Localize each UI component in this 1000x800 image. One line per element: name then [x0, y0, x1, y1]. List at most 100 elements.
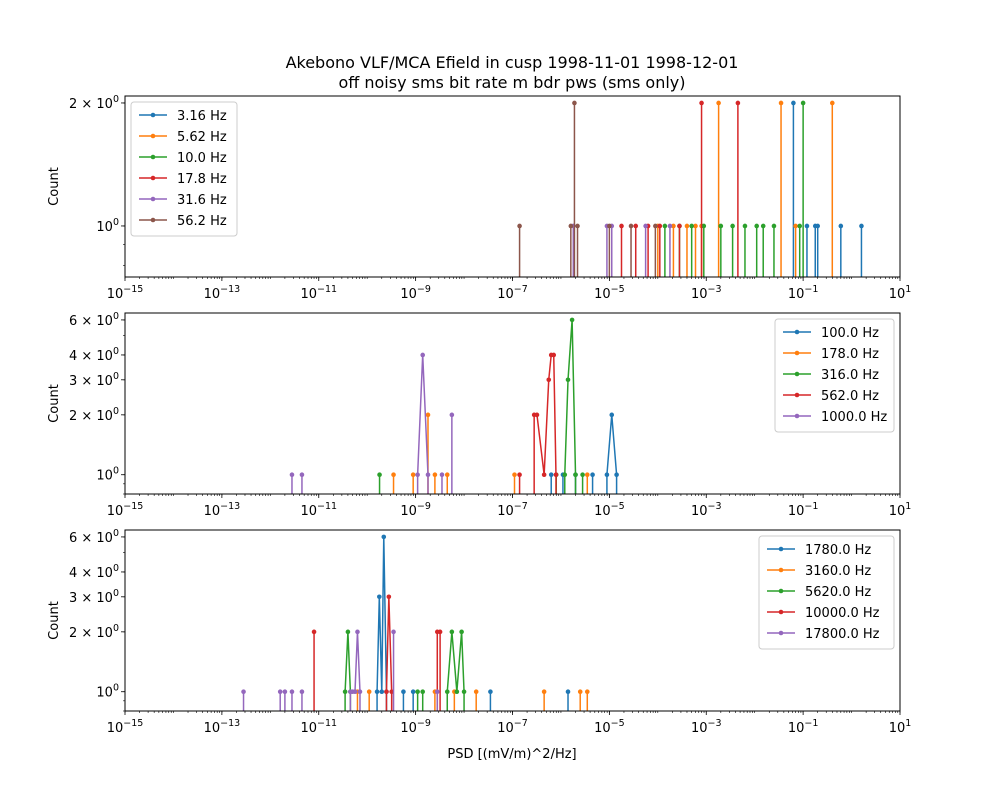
data-point — [289, 472, 295, 478]
y-tick-label: 4 × 100 — [69, 346, 119, 364]
series-1-6 — [517, 100, 658, 277]
data-point — [415, 689, 420, 695]
data-point — [562, 472, 568, 478]
x-tick-label: 10−7 — [497, 284, 528, 302]
legend-marker — [794, 371, 800, 377]
panels: 10−15 10−13 10−11 10−9 10−7 10−5 10−3 10−1 101 10… — [47, 94, 911, 736]
data-point — [425, 412, 431, 418]
x-tick-label: 10−3 — [691, 284, 722, 302]
data-point — [643, 223, 648, 229]
data-point — [461, 689, 467, 695]
data-point — [488, 689, 493, 695]
data-point — [534, 412, 540, 418]
data-point — [420, 352, 426, 358]
legend-label: 100.0 Hz — [821, 326, 879, 341]
data-point — [699, 100, 704, 106]
x-tick-label: 10−11 — [300, 501, 337, 519]
series-1-2 — [655, 100, 835, 277]
legend-marker — [150, 175, 156, 181]
data-point — [771, 223, 777, 229]
legend-marker — [150, 217, 156, 223]
data-point — [420, 689, 426, 695]
data-point — [577, 689, 583, 695]
legend-1: 3.16 Hz 5.62 Hz 10.0 Hz 17.8 Hz 31.6 Hz 56.2 … — [130, 101, 238, 237]
x-tick-label: 10−13 — [204, 501, 241, 519]
data-point — [553, 472, 559, 478]
data-point — [815, 223, 821, 229]
series-3-3 — [342, 629, 467, 711]
x-tick-label: 10−15 — [107, 284, 144, 302]
data-point — [604, 472, 610, 478]
data-point — [572, 100, 577, 106]
y-axis-label: Count — [47, 167, 62, 206]
legend-label: 1000.0 Hz — [821, 410, 887, 425]
data-point — [667, 223, 673, 229]
data-point — [299, 689, 305, 695]
legend-marker — [778, 546, 784, 552]
y-tick-label: 6 × 100 — [69, 311, 119, 329]
x-tick-label: 10−1 — [788, 501, 819, 519]
x-tick-label: 10−3 — [691, 501, 722, 519]
legend-2: 100.0 Hz 178.0 Hz 316.0 Hz 562.0 Hz 1000.0 H… — [774, 318, 895, 433]
data-point — [541, 689, 547, 695]
chart-title-line-2: off noisy sms bit rate m bdr pws (sms on… — [338, 73, 685, 92]
x-tick-label: 101 — [889, 718, 912, 736]
data-point — [299, 472, 305, 478]
x-tick-label: 101 — [889, 284, 912, 302]
legend-marker — [778, 630, 784, 636]
data-point — [425, 472, 431, 478]
x-tick-label: 10−9 — [400, 718, 431, 736]
data-point — [377, 472, 382, 478]
series-line — [376, 536, 388, 711]
x-tick-label: 10−11 — [300, 718, 337, 736]
data-point — [391, 472, 396, 478]
data-point — [573, 472, 578, 478]
data-point — [628, 223, 634, 229]
data-point — [377, 594, 382, 600]
series-3-5 — [241, 629, 440, 711]
data-point — [633, 223, 639, 229]
legend-marker — [794, 350, 800, 356]
data-point — [657, 223, 663, 229]
data-point — [289, 689, 295, 695]
data-point — [366, 689, 372, 695]
x-tick-label: 10−13 — [204, 718, 241, 736]
data-point — [357, 689, 363, 695]
legend-label: 3.16 Hz — [177, 109, 227, 124]
y-tick-label: 100 — [96, 466, 119, 484]
series-1-1 — [791, 100, 864, 277]
legend-label: 3160.0 Hz — [805, 564, 871, 579]
legend-marker — [150, 196, 156, 202]
legend-marker — [794, 329, 800, 335]
chart-title-line-1: Akebono VLF/MCA Efield in cusp 1998-11-0… — [286, 53, 739, 72]
x-tick-label: 10−5 — [594, 284, 625, 302]
x-tick-label: 10−5 — [594, 718, 625, 736]
data-point — [459, 629, 464, 635]
data-point — [439, 472, 445, 478]
series-2-3 — [377, 317, 585, 494]
x-tick-label: 10−11 — [300, 284, 337, 302]
legend-box — [758, 535, 895, 650]
x-tick-label: 10−1 — [788, 284, 819, 302]
panel-1: 10−15 10−13 10−11 10−9 10−7 10−5 10−3 10−1 101 10… — [47, 94, 911, 302]
data-point — [609, 412, 615, 418]
x-tick-label: 10−3 — [691, 718, 722, 736]
x-tick-label: 10−7 — [497, 718, 528, 736]
data-point — [384, 689, 389, 695]
series-line — [349, 631, 361, 711]
data-point — [754, 223, 759, 229]
legend-label: 1780.0 Hz — [805, 543, 871, 558]
series-2-4 — [517, 352, 559, 494]
y-axis-label: Count — [47, 601, 62, 640]
data-point — [677, 223, 682, 229]
data-point — [391, 629, 396, 635]
data-point — [352, 689, 358, 695]
data-point — [374, 689, 380, 695]
axes-frame — [124, 95, 901, 278]
data-point — [838, 223, 844, 229]
x-tick-label: 101 — [889, 501, 912, 519]
legend-label: 56.2 Hz — [177, 214, 227, 229]
legend-label: 178.0 Hz — [821, 347, 879, 362]
series-2-5 — [289, 352, 455, 494]
legend-marker — [778, 588, 784, 594]
